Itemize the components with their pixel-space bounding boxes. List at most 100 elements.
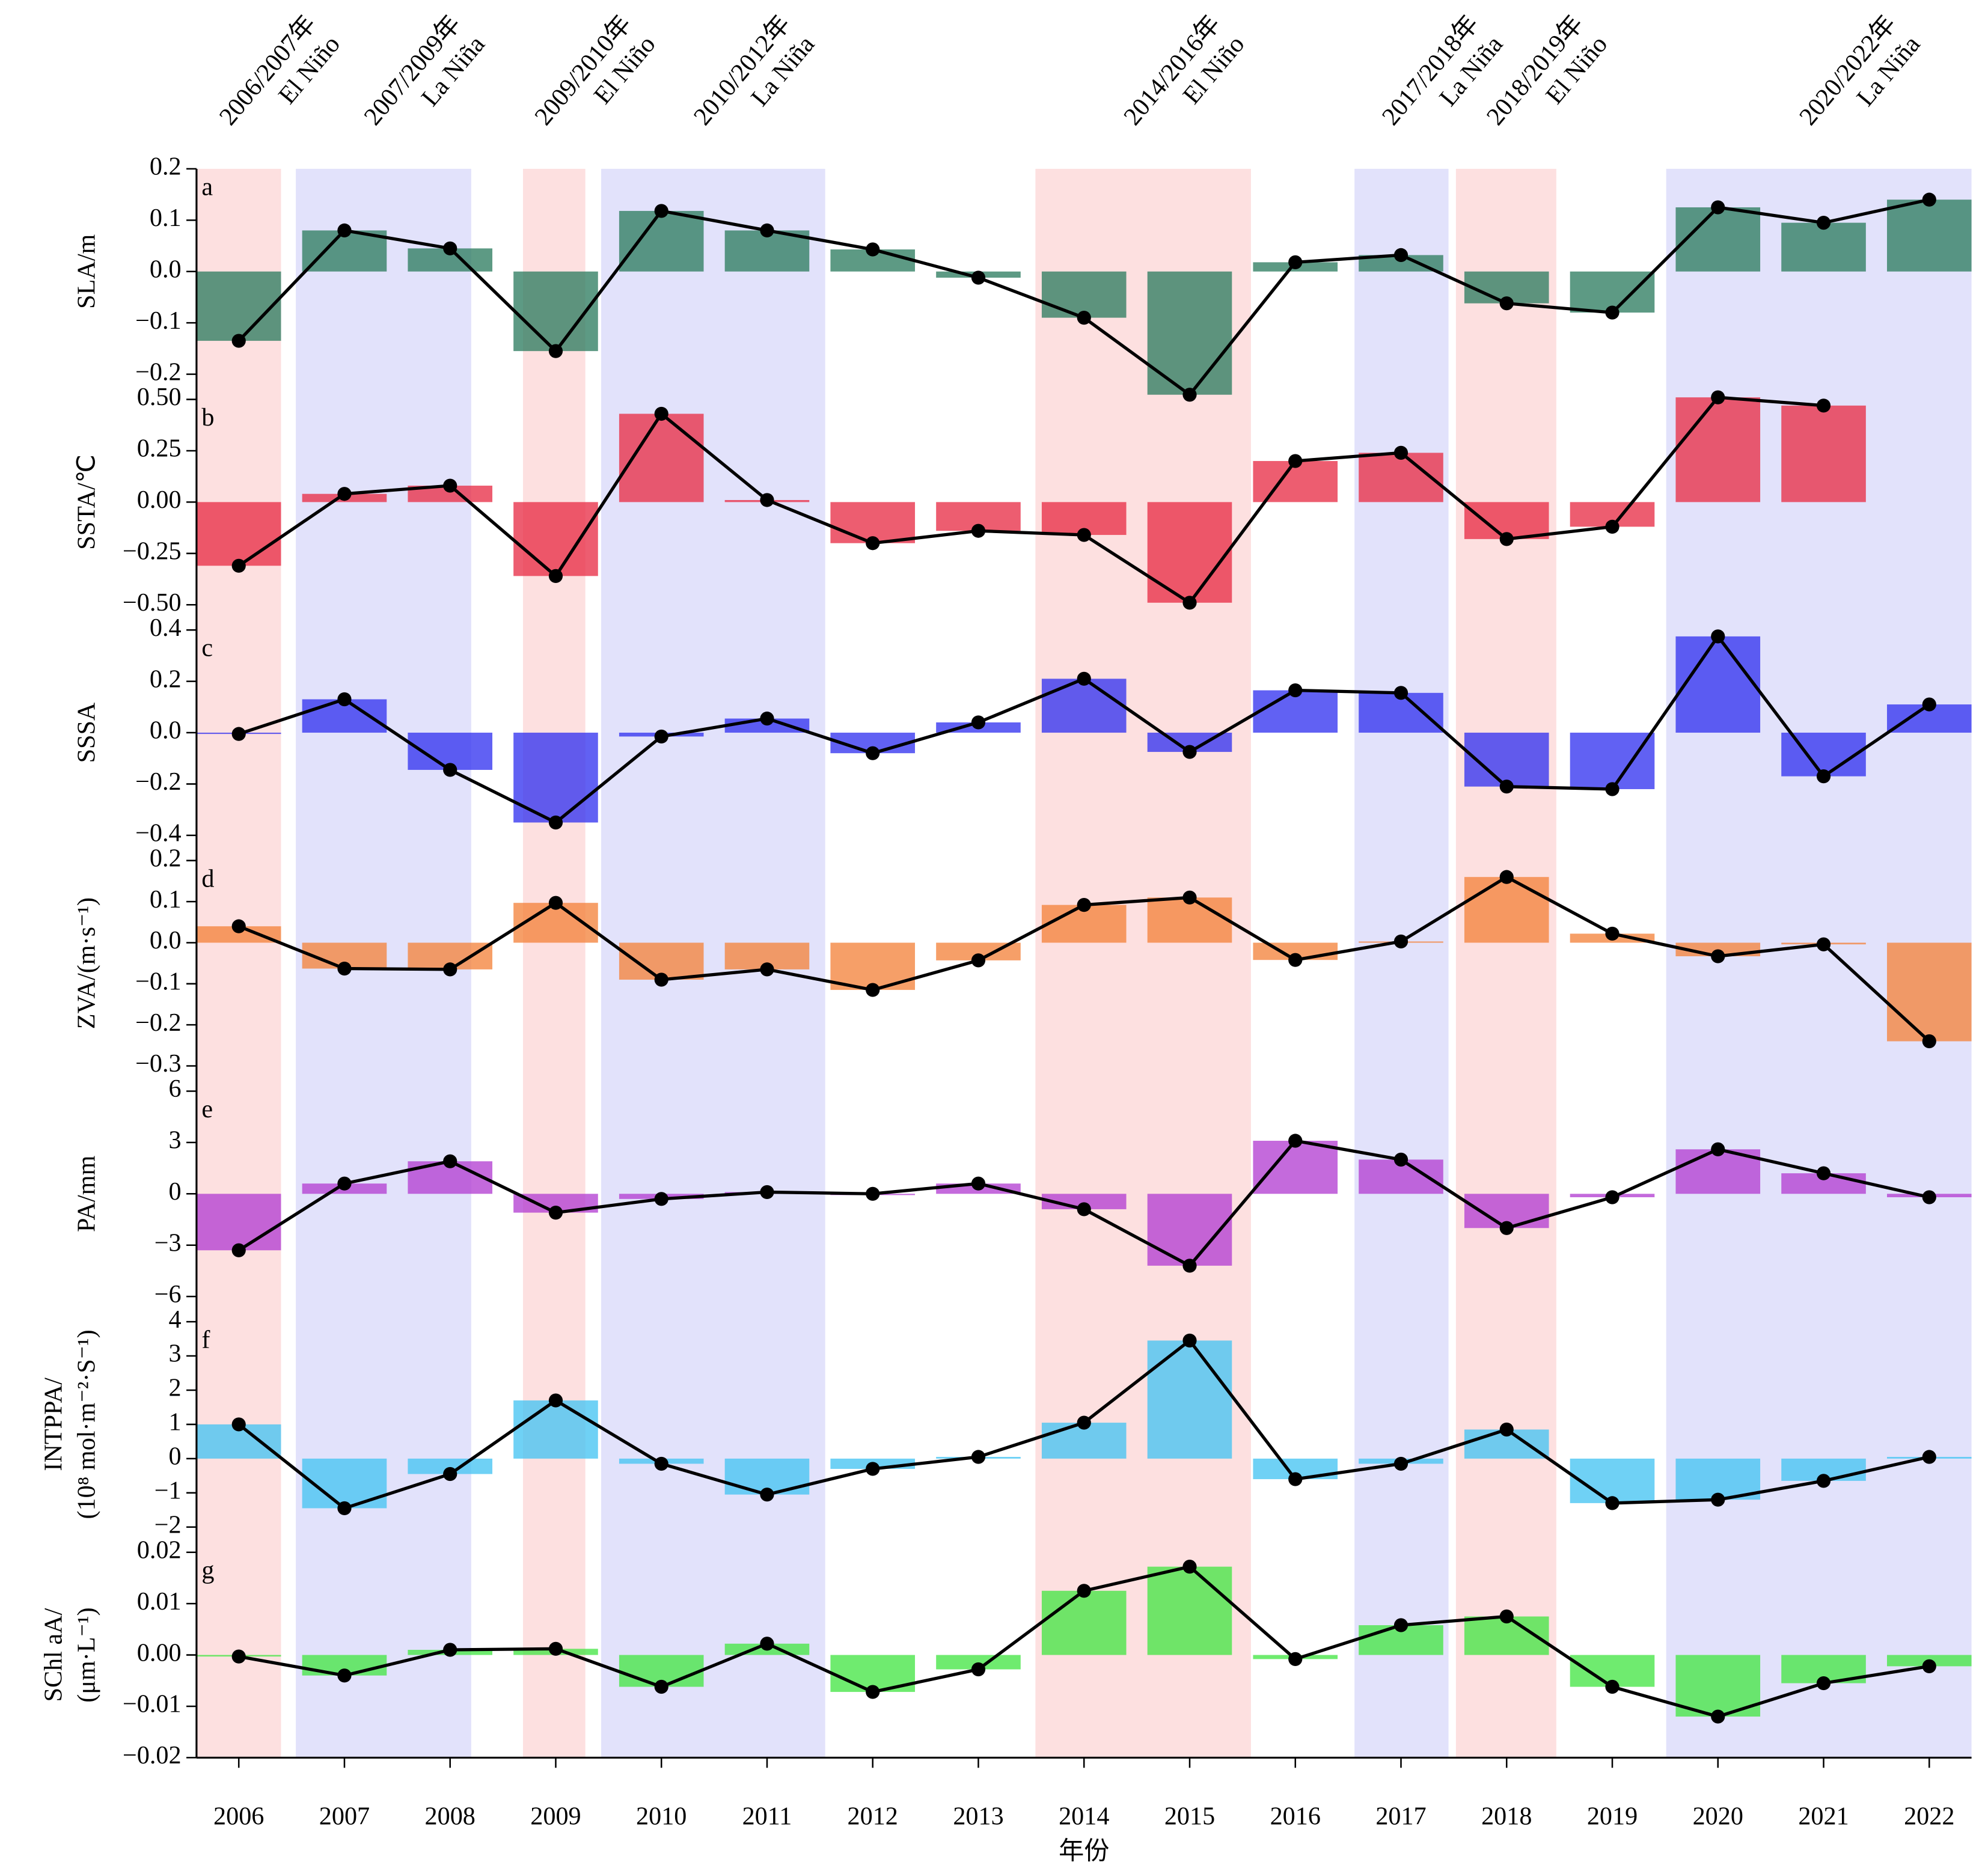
point xyxy=(1711,629,1725,644)
y-tick-label: −0.1 xyxy=(135,307,182,335)
point xyxy=(337,487,352,501)
y-tick-label: 0.50 xyxy=(137,383,182,411)
point xyxy=(1605,1496,1619,1510)
point xyxy=(443,241,457,255)
point xyxy=(443,1467,457,1482)
x-tick-label: 2017 xyxy=(1375,1802,1426,1830)
point xyxy=(231,1243,246,1257)
point xyxy=(1711,1142,1725,1156)
point xyxy=(971,523,986,538)
point xyxy=(443,962,457,977)
point xyxy=(1499,1422,1514,1437)
y-tick-label: 0.00 xyxy=(137,1638,182,1667)
y-tick-label: 2 xyxy=(169,1374,182,1402)
y-tick-label: 6 xyxy=(169,1075,182,1103)
point xyxy=(971,1450,986,1464)
y-tick-label: 0.01 xyxy=(137,1587,182,1616)
point xyxy=(1182,1560,1197,1574)
point xyxy=(1182,890,1197,905)
point xyxy=(443,1643,457,1657)
y-tick-label: −0.02 xyxy=(123,1741,182,1769)
bar xyxy=(1886,200,1972,272)
y-tick-label: −0.4 xyxy=(135,819,182,847)
y-axis-label: SLA/m xyxy=(72,234,100,308)
point xyxy=(1816,937,1831,951)
y-axis-label: PA/mm xyxy=(72,1155,100,1232)
point xyxy=(231,1417,246,1432)
point xyxy=(1605,519,1619,534)
bar xyxy=(1781,222,1866,272)
bar xyxy=(1570,1458,1655,1503)
bar xyxy=(1675,397,1761,502)
y-tick-label: 0.4 xyxy=(150,614,182,642)
y-axis-label: SSTA/℃ xyxy=(72,454,100,550)
panel-letter: f xyxy=(201,1326,210,1354)
y-axis-label: INTPPA/ xyxy=(39,1378,67,1471)
point xyxy=(654,1456,668,1471)
point xyxy=(1605,782,1619,796)
point xyxy=(1288,1652,1303,1667)
event-span xyxy=(1035,168,1251,1758)
point xyxy=(1499,780,1514,794)
x-tick-label: 2013 xyxy=(953,1802,1003,1830)
point xyxy=(548,896,563,910)
point xyxy=(1922,1659,1936,1673)
panel-letter: c xyxy=(201,634,213,662)
point xyxy=(548,815,563,830)
event-span xyxy=(196,168,281,1758)
point xyxy=(1077,898,1091,912)
y-tick-label: −3 xyxy=(154,1228,182,1257)
bar xyxy=(196,502,281,566)
point xyxy=(1605,1679,1619,1694)
point xyxy=(1077,528,1091,542)
y-tick-label: −0.25 xyxy=(123,537,182,565)
y-axis-label: ZVA/(m·s⁻¹) xyxy=(72,897,100,1029)
point xyxy=(443,1154,457,1168)
y-tick-label: 0.25 xyxy=(137,435,182,463)
point xyxy=(231,334,246,348)
y-tick-label: 1 xyxy=(169,1408,182,1436)
panel-letter: b xyxy=(201,403,214,432)
y-tick-label: 0.0 xyxy=(150,926,182,954)
point xyxy=(1393,1152,1408,1167)
bar xyxy=(1147,1566,1232,1655)
x-tick-label: 2008 xyxy=(425,1802,476,1830)
point xyxy=(337,1501,352,1516)
point xyxy=(548,344,563,358)
y-axis-label: SSSA xyxy=(72,702,100,763)
point xyxy=(1499,296,1514,311)
bar xyxy=(1041,1590,1127,1655)
point xyxy=(866,536,880,551)
point xyxy=(1816,1474,1831,1488)
point xyxy=(1711,1709,1725,1724)
bar xyxy=(513,502,598,576)
x-tick-label: 2010 xyxy=(636,1802,687,1830)
x-tick-label: 2014 xyxy=(1059,1802,1109,1830)
bar xyxy=(1147,271,1232,395)
x-tick-label: 2007 xyxy=(319,1802,370,1830)
y-tick-label: −1 xyxy=(154,1477,182,1505)
x-axis-label: 年份 xyxy=(1059,1837,1109,1866)
point xyxy=(1393,445,1408,460)
y-tick-label: −0.01 xyxy=(123,1690,182,1718)
bar xyxy=(1675,207,1761,272)
point xyxy=(654,972,668,987)
y-tick-label: −0.50 xyxy=(123,588,182,617)
point xyxy=(1393,934,1408,949)
point xyxy=(1816,398,1831,413)
y-tick-label: 0.1 xyxy=(150,885,182,914)
point xyxy=(1711,1492,1725,1507)
point xyxy=(231,558,246,573)
point xyxy=(548,1393,563,1408)
point xyxy=(1077,1415,1091,1430)
x-tick-label: 2018 xyxy=(1481,1802,1532,1830)
y-tick-label: −0.1 xyxy=(135,968,182,996)
point xyxy=(1816,215,1831,230)
y-tick-label: 0.0 xyxy=(150,716,182,745)
bar xyxy=(513,1400,598,1459)
point xyxy=(760,711,774,726)
panel-letter: e xyxy=(201,1095,213,1123)
event-span xyxy=(522,168,586,1758)
